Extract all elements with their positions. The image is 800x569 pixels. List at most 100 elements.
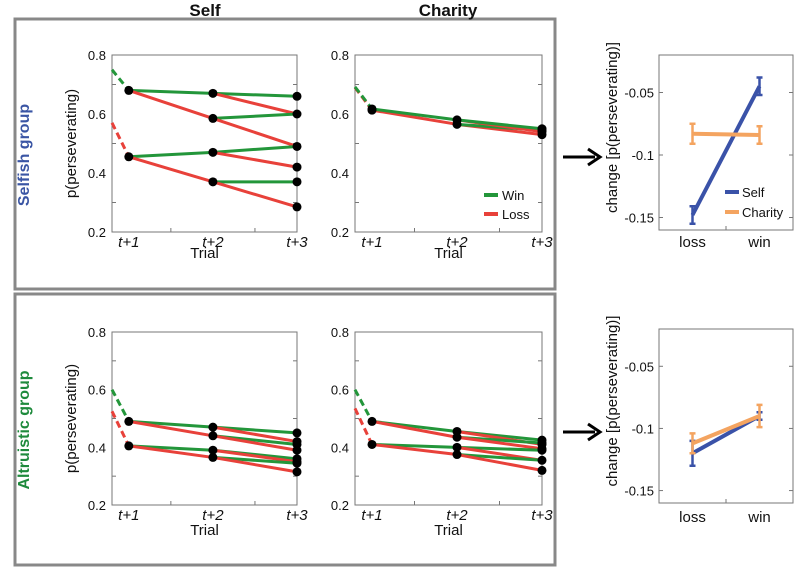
loss-segment	[371, 108, 458, 126]
loss-segment	[212, 425, 298, 444]
data-point	[452, 450, 462, 460]
loss-segment	[353, 407, 374, 446]
x-axis-label: Trial	[434, 522, 463, 539]
legend-label-charity: Charity	[742, 205, 784, 220]
data-point	[208, 88, 218, 98]
y-tick-label: 0.2	[331, 498, 349, 513]
y-tick-label: 0.6	[331, 383, 349, 398]
selfish-group-frame	[13, 17, 557, 291]
y-tick-label: -0.05	[624, 86, 654, 101]
y-tick-label: 0.2	[88, 225, 106, 240]
win-segment	[371, 107, 458, 122]
data-point	[208, 452, 218, 462]
legend-label-self: Self	[742, 185, 765, 200]
data-point	[367, 416, 377, 426]
loss-segment	[128, 419, 214, 438]
x-tick-label: t+2	[202, 234, 224, 251]
x-tick-label: win	[747, 509, 771, 526]
y-tick-label: 0.2	[88, 498, 106, 513]
column-title-self: Self	[189, 1, 221, 20]
self-series-line	[690, 85, 762, 216]
win-segment	[353, 85, 374, 110]
charity-series-line	[692, 131, 760, 137]
y-tick-label: -0.1	[632, 421, 654, 436]
row-title-selfish: Selfish group	[16, 104, 33, 206]
x-tick-label: loss	[679, 234, 706, 251]
panel-selfish-charity: 0.2 0.4 0.6 0.8 t+1 t+2 t+3 Trial Win Loss	[331, 48, 553, 262]
loss-segment	[456, 453, 543, 472]
error-bar	[756, 76, 763, 97]
loss-segment	[128, 88, 214, 120]
legend-label-win: Win	[502, 188, 524, 203]
data-point	[452, 442, 462, 452]
win-segment	[456, 453, 543, 462]
arrow-icon	[563, 147, 603, 167]
data-point	[208, 431, 218, 441]
data-point	[208, 113, 218, 123]
x-tick-label: t+1	[361, 507, 382, 524]
data-point	[537, 465, 547, 475]
loss-segment	[456, 435, 543, 451]
data-point	[292, 91, 302, 101]
x-tick-label: loss	[679, 509, 706, 526]
x-tick-label: t+2	[446, 234, 468, 251]
loss-segment	[128, 444, 214, 459]
data-point	[292, 177, 302, 187]
loss-segment	[371, 442, 458, 457]
data-point	[124, 416, 134, 426]
plot-area	[658, 328, 794, 504]
x-tick-label: t+2	[202, 507, 224, 524]
y-tick-label: 0.8	[331, 325, 349, 340]
x-tick-label: t+3	[286, 234, 308, 251]
loss-segment	[212, 448, 298, 464]
win-segment	[212, 144, 298, 154]
win-segment	[128, 88, 213, 95]
altruistic-group-frame	[13, 292, 557, 567]
y-axis-label: p(perseverating)	[63, 364, 80, 473]
y-tick-label: 0.6	[88, 107, 106, 122]
x-tick-label: t+1	[361, 234, 382, 251]
plot-area	[111, 331, 298, 506]
y-tick-label: 0.6	[88, 383, 106, 398]
data-point	[292, 458, 302, 468]
win-segment	[212, 91, 298, 98]
win-segment	[128, 150, 213, 159]
data-point	[537, 445, 547, 455]
y-tick-label: 0.4	[331, 166, 349, 181]
x-tick-label: t+3	[286, 507, 308, 524]
loss-segment	[371, 419, 458, 439]
legend-label-loss: Loss	[502, 207, 530, 222]
data-point	[452, 432, 462, 442]
y-tick-label: 0.4	[331, 440, 349, 455]
plot-area	[658, 54, 794, 231]
data-point	[292, 202, 302, 212]
loss-segment	[110, 410, 131, 447]
x-tick-label: t+3	[531, 234, 553, 251]
data-point	[124, 85, 134, 95]
x-axis-label: Trial	[190, 245, 219, 262]
loss-segment	[212, 117, 298, 148]
error-bar	[756, 125, 763, 145]
data-point	[208, 147, 218, 157]
data-point	[292, 162, 302, 172]
data-point	[208, 445, 218, 455]
win-segment	[212, 112, 298, 120]
x-tick-label: t+1	[118, 507, 139, 524]
loss-segment	[212, 150, 298, 169]
data-point	[452, 115, 462, 125]
error-bar	[689, 122, 696, 145]
y-tick-label: -0.05	[624, 359, 654, 374]
row-title-altruistic: Altruistic group	[16, 370, 33, 489]
y-tick-label: 0.4	[88, 440, 106, 455]
loss-segment	[212, 455, 298, 474]
column-title-charity: Charity	[419, 1, 478, 20]
x-tick-label: t+2	[446, 507, 468, 524]
win-segment	[353, 388, 374, 423]
win-segment	[456, 118, 543, 131]
win-segment	[456, 445, 543, 452]
x-tick-label: t+3	[531, 507, 553, 524]
data-point	[367, 104, 377, 114]
plot-area	[354, 54, 543, 233]
panel-altruistic-change: -0.15 -0.1 -0.05 loss win change [p(persevera…	[604, 316, 794, 526]
